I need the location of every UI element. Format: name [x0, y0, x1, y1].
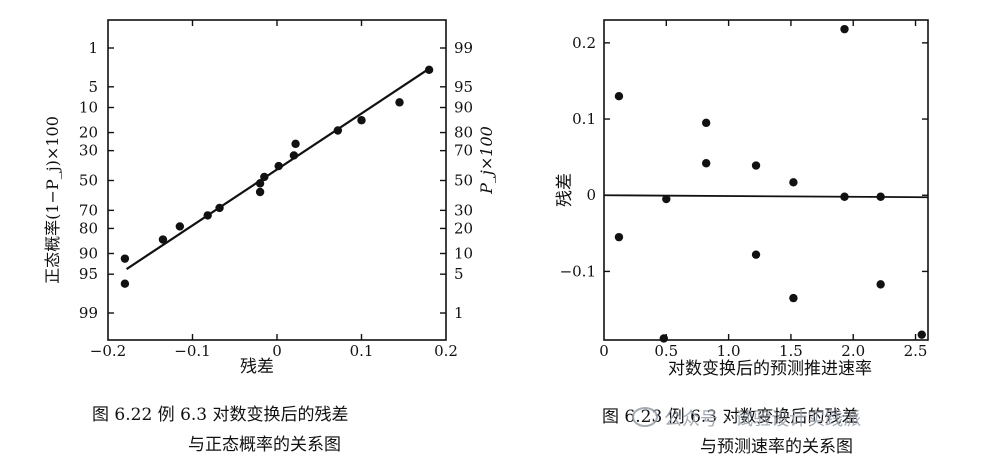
y-tick-label-1: 10 [79, 99, 98, 117]
data-point-2 [662, 194, 671, 204]
data-point-1 [260, 172, 269, 182]
plot-frame-1 [107, 19, 447, 341]
y-axis-label-1: 正态概率(1−P_j)×100 [43, 116, 62, 284]
data-point-2 [751, 250, 761, 259]
y2-tick-label-1: 99 [454, 39, 473, 57]
data-point-1 [357, 116, 366, 125]
y-tick-label-1: 5 [88, 78, 98, 96]
y-tick-label-1: 95 [79, 265, 98, 283]
data-point-1 [333, 126, 343, 135]
y-tick-label-1: 30 [79, 142, 98, 160]
data-point-1 [120, 279, 130, 288]
y-tick-label-1: 70 [79, 201, 98, 219]
data-point-2 [701, 159, 711, 168]
y-axis-label-2: 残差 [555, 173, 575, 207]
y-tick-label-2: 0.1 [572, 110, 596, 128]
y2-tick-label-1: 80 [454, 124, 473, 142]
wechat-logo-icon [632, 407, 658, 427]
data-point-1 [395, 98, 404, 107]
data-point-1 [175, 222, 185, 231]
zero-reference-line [603, 194, 929, 199]
data-point-2 [876, 192, 885, 201]
data-point-2 [917, 330, 926, 339]
data-point-2 [876, 280, 885, 289]
x-tick-label-2: 2.0 [841, 342, 865, 360]
y-tick-label-2: −0.1 [560, 262, 596, 280]
y2-tick-label-1: 30 [454, 201, 473, 219]
data-point-2 [659, 334, 669, 343]
y2-tick-label-1: 5 [454, 265, 464, 283]
data-point-1 [120, 254, 130, 263]
y2-tick-label-1: 20 [454, 219, 473, 237]
data-point-1 [424, 65, 434, 75]
y-tick-label-1: 99 [79, 304, 98, 322]
x-tick-label-2: 0.5 [654, 342, 678, 360]
caption-2-line-2: 与预测速率的关系图 [700, 437, 853, 457]
x-tick-label-1: −0.2 [90, 342, 126, 360]
data-point-2 [614, 232, 624, 242]
data-point-1 [289, 151, 299, 160]
data-point-2 [840, 192, 849, 201]
data-point-2 [614, 91, 624, 101]
data-point-2 [840, 24, 849, 34]
data-point-1 [255, 187, 265, 197]
caption-2-line-1: 图 6.23 例 6.3 对数变换后的残差 [602, 407, 859, 427]
chart-normal-probability: 残差 正态概率(1−P_j)×100 P_j×100 −0.2 −0.1 0 0.1 0… [43, 19, 496, 377]
y2-tick-label-1: 95 [454, 78, 473, 96]
x-tick-label-2: 0 [599, 342, 609, 360]
plot-frame-2 [603, 19, 929, 341]
x-tick-label-2: 1.5 [779, 342, 803, 360]
x-tick-label-2: 2.5 [904, 342, 928, 360]
y-tick-label-1: 1 [88, 39, 98, 57]
data-point-2 [789, 293, 798, 303]
data-point-1 [203, 211, 212, 220]
data-point-2 [701, 118, 711, 128]
data-point-1 [255, 179, 265, 188]
y2-tick-label-1: 70 [454, 142, 473, 160]
y-tick-label-1: 50 [79, 172, 98, 190]
y2-tick-label-1: 1 [454, 304, 464, 322]
y-tick-label-1: 80 [79, 219, 98, 237]
data-point-1 [274, 161, 283, 171]
y-tick-label-1: 90 [79, 244, 98, 262]
y-tick-label-2: 0.2 [572, 34, 596, 52]
caption-1-line-2: 与正态概率的关系图 [188, 435, 341, 455]
data-point-2 [789, 178, 798, 187]
y-tick-label-1: 20 [79, 124, 98, 142]
x-tick-label-2: 1.0 [717, 342, 741, 360]
watermark: 公众号 · 试验设计实践派 [632, 405, 861, 431]
chart-residual-vs-rate: 对数变换后的预测推进速率 残差 0 0.5 1.0 1.5 2.0 2.5 0.2 0.1 0… [555, 19, 929, 379]
y2-tick-label-1: 90 [454, 99, 473, 117]
y2-tick-label-1: 50 [454, 172, 473, 190]
x-axis-label-2: 对数变换后的预测推进速率 [668, 359, 872, 379]
x-tick-label-1: −0.1 [174, 342, 210, 360]
data-point-2 [751, 161, 761, 170]
data-point-1 [215, 203, 224, 213]
caption-1-line-1: 图 6.22 例 6.3 对数变换后的残差 [92, 405, 349, 425]
data-point-1 [291, 139, 300, 149]
data-point-1 [158, 235, 168, 244]
x-axis-label-1: 残差 [240, 357, 274, 377]
y-tick-label-2: 0 [586, 186, 596, 204]
y2-tick-label-1: 10 [454, 244, 473, 262]
x-tick-label-1: 0.1 [350, 342, 374, 360]
x-tick-label-1: 0 [272, 342, 282, 360]
x-tick-label-1: 0.2 [434, 342, 458, 360]
y2-axis-label-1: P_j×100 [477, 126, 496, 195]
watermark-text: 公众号 · 试验设计实践派 [664, 409, 862, 430]
